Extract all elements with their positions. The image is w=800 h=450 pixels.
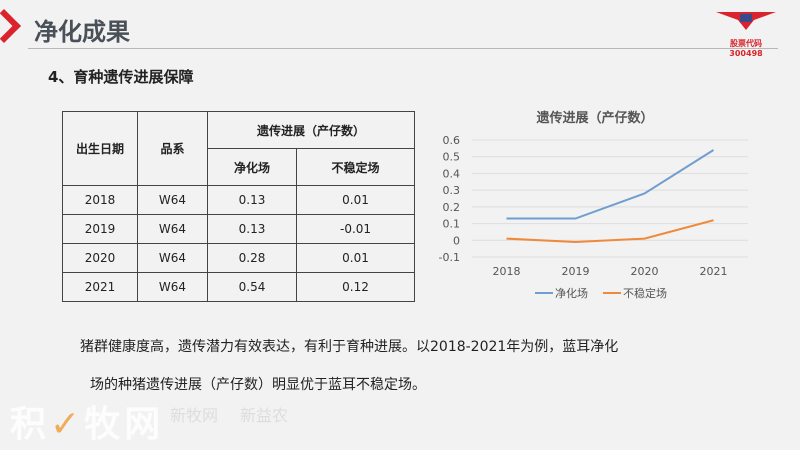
y-tick-label: 0.1 <box>443 218 461 231</box>
y-tick-label: -0.1 <box>439 251 460 264</box>
chart-title: 遗传进展（产仔数） <box>535 110 653 126</box>
company-logo: 股票代码 300498 <box>714 8 778 58</box>
legend-label: 不稳定场 <box>623 286 667 300</box>
x-tick-label: 2021 <box>700 265 728 278</box>
header-unstable: 不稳定场 <box>296 148 415 186</box>
x-tick-label: 2020 <box>631 265 659 278</box>
watermark-badge-2: 新益农 <box>240 406 289 425</box>
cell-clean: 0.13 <box>206 185 298 215</box>
cell-breed: W64 <box>137 272 208 302</box>
y-tick-label: 0.5 <box>443 151 461 164</box>
cell-clean: 0.13 <box>206 214 298 244</box>
y-tick-label: 0.3 <box>443 184 461 197</box>
section-subtitle: 4、育种遗传进展保障 <box>48 68 194 86</box>
header-group: 遗传进展（产仔数） <box>207 111 415 149</box>
stock-code: 股票代码 300498 <box>729 39 763 58</box>
cell-year: 2018 <box>62 185 138 215</box>
line-chart: 遗传进展（产仔数） 0.6 0.5 0.4 0.3 0.2 0.1 0 -0.1 2018 201… <box>439 110 748 300</box>
cell-breed: W64 <box>137 185 208 215</box>
page-title: 净化成果 <box>34 18 130 46</box>
series-line-0 <box>506 149 715 220</box>
header-divider <box>28 48 778 49</box>
cell-year: 2019 <box>62 214 138 244</box>
y-tick-label: 0.2 <box>443 201 461 214</box>
logo-wings-icon <box>716 12 776 30</box>
x-tick-label: 2018 <box>493 265 521 278</box>
header-date: 出生日期 <box>62 111 138 186</box>
cell-year: 2021 <box>62 272 138 302</box>
cell-breed: W64 <box>137 214 208 244</box>
y-tick-label: 0 <box>453 234 460 247</box>
cell-unstable: 0.12 <box>296 272 415 302</box>
header-breed: 品系 <box>137 111 208 186</box>
x-tick-label: 2019 <box>562 265 590 278</box>
watermark-badge-1: 新牧网 <box>170 406 219 425</box>
cell-unstable: -0.01 <box>296 214 415 244</box>
cell-clean: 0.28 <box>206 243 298 273</box>
watermark-logo: 积✓牧网 <box>10 404 165 445</box>
chevron-decoration <box>0 9 21 43</box>
table-row: 2019 W64 0.13 -0.01 <box>62 214 415 244</box>
y-tick-label: 0.6 <box>443 134 461 147</box>
legend-label: 净化场 <box>555 286 588 300</box>
cell-unstable: 0.01 <box>296 185 415 215</box>
y-tick-label: 0.4 <box>443 167 461 180</box>
table-row: 2018 W64 0.13 0.01 <box>62 185 415 215</box>
cell-breed: W64 <box>137 243 208 273</box>
series-line-1 <box>506 219 714 243</box>
table-row: 2021 W64 0.54 0.12 <box>62 272 415 302</box>
table-row: 2020 W64 0.28 0.01 <box>62 243 415 273</box>
body-text-line2: 场的种猪遗传进展（产仔数）明显优于蓝耳不稳定场。 <box>90 377 426 393</box>
cell-unstable: 0.01 <box>296 243 415 273</box>
header-clean: 净化场 <box>206 148 298 186</box>
genetic-progress-table: 出生日期 品系 遗传进展（产仔数） 净化场 不稳定场 2018 W64 0.13 0.01 … <box>62 111 415 302</box>
cell-clean: 0.54 <box>206 272 298 302</box>
body-text-line1: 猪群健康度高，遗传潜力有效表达，有利于育种进展。以2018-2021年为例，蓝耳… <box>80 339 619 355</box>
cell-year: 2020 <box>62 243 138 273</box>
